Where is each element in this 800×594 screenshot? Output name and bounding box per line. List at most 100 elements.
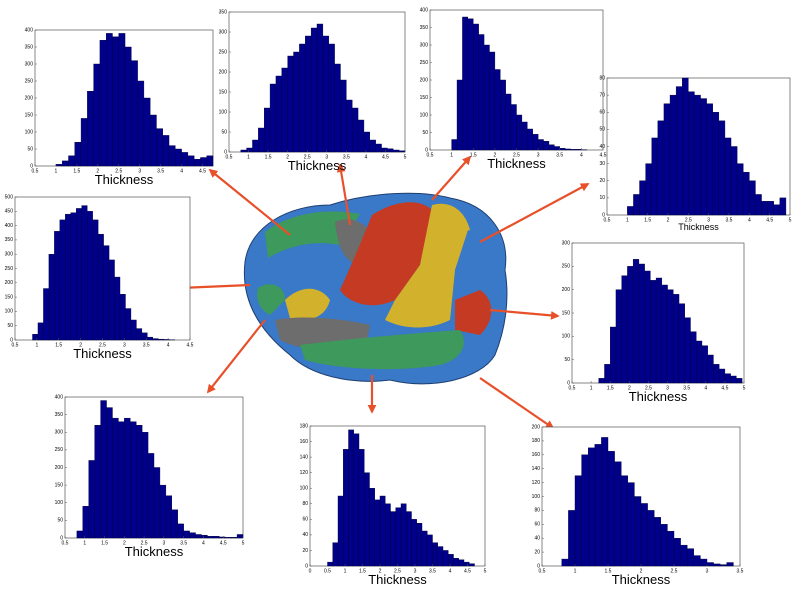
y-tick-label: 100 [55,500,64,506]
bar [310,27,318,153]
bar [130,421,137,539]
y-tick-label: 350 [420,25,429,31]
histogram-panel: 0.5 1 1.5 2 2.5 3 3.5 4 4.5 0 50 100 150 200 250 300 350… [5,194,194,361]
bar [614,461,622,567]
x-tick-label: 3 [325,154,328,160]
bar [357,119,365,153]
y-tick-label: 0 [224,149,227,155]
bar [112,417,119,539]
bar [70,212,77,341]
bar [364,472,370,567]
y-tick-label: 80 [534,508,540,514]
bar [363,131,370,153]
x-tick-label: 3.5 [143,342,150,348]
y-tick-label: 160 [532,452,541,458]
bar [411,519,417,567]
bar [473,23,479,151]
bar [119,294,126,341]
bar [437,546,444,567]
y-tick-label: 100 [532,494,541,500]
y-tick-label: 40 [599,144,605,150]
y-tick-label: 40 [302,532,308,538]
bar [59,219,66,341]
bar [390,511,396,567]
bar [374,499,381,567]
bar [200,157,207,167]
bar [633,194,640,216]
y-tick-label: 140 [532,466,541,472]
bar [453,558,459,567]
arrow [336,163,352,226]
y-tick-label: 150 [55,482,64,488]
bar [183,530,190,539]
bar [86,211,93,341]
bar [432,542,438,567]
x-tick-label: 2 [123,540,126,546]
bar [532,134,539,151]
y-tick-label: 140 [300,454,309,460]
y-tick-label: 400 [5,223,14,229]
bar [575,149,582,151]
bar [564,148,571,151]
bar [114,276,121,341]
y-tick-label: 50 [27,146,33,152]
bar [673,294,680,384]
x-tick-label: 0.5 [226,154,233,160]
y-tick-label: 100 [25,129,34,135]
bar [713,563,721,567]
bar [137,80,145,167]
x-tick-label: 3.5 [157,168,164,174]
x-tick-label: 2.5 [685,217,692,223]
x-tick-label: 3.5 [180,540,187,546]
bar [713,364,720,384]
x-tick-label: 1 [450,152,453,158]
bar [574,475,582,567]
bar [81,205,88,341]
bar [136,328,143,341]
bar [483,44,490,151]
x-tick-label: 2 [379,568,382,574]
x-tick-label: 2 [493,152,496,158]
arrow [178,283,251,293]
bar [627,266,634,384]
bar [442,550,449,567]
y-tick-label: 50 [57,518,63,524]
y-tick-label: 300 [5,252,14,258]
bar [610,326,617,384]
bar [406,511,412,567]
bar [353,433,360,567]
y-tick-label: 0 [305,563,308,569]
histogram-panel: 0.5 1 1.5 2 2.5 3 3.5 0 20 40 60 80 100 120 140 160 180 2… [532,424,744,587]
bar [469,563,475,567]
bar [393,149,400,153]
y-tick-label: 70 [599,92,605,98]
x-tick-label: 4 [704,385,707,391]
bar [761,201,768,216]
bar [463,561,470,567]
y-tick-label: 100 [562,334,571,340]
bar [568,510,576,567]
bar [489,51,496,151]
x-axis-label: Thickness [73,346,132,361]
x-tick-label: 3.5 [556,152,563,158]
bar [387,148,394,153]
bar [627,206,634,216]
bar [718,120,726,216]
bar [655,277,663,384]
x-tick-label: 2 [79,342,82,348]
y-tick-label: 350 [5,237,14,243]
bar [88,460,95,539]
bar [570,149,577,151]
y-tick-label: 0 [30,163,33,169]
bar [348,429,354,567]
bar [736,163,744,216]
x-tick-label: 2.5 [115,168,122,174]
bar [749,180,756,216]
x-tick-label: 5 [484,568,487,574]
bar [647,510,655,567]
bar [87,90,94,167]
x-tick-label: 0 [309,568,312,574]
bar [287,55,294,153]
x-tick-label: 4.5 [721,385,728,391]
bar [175,148,182,167]
